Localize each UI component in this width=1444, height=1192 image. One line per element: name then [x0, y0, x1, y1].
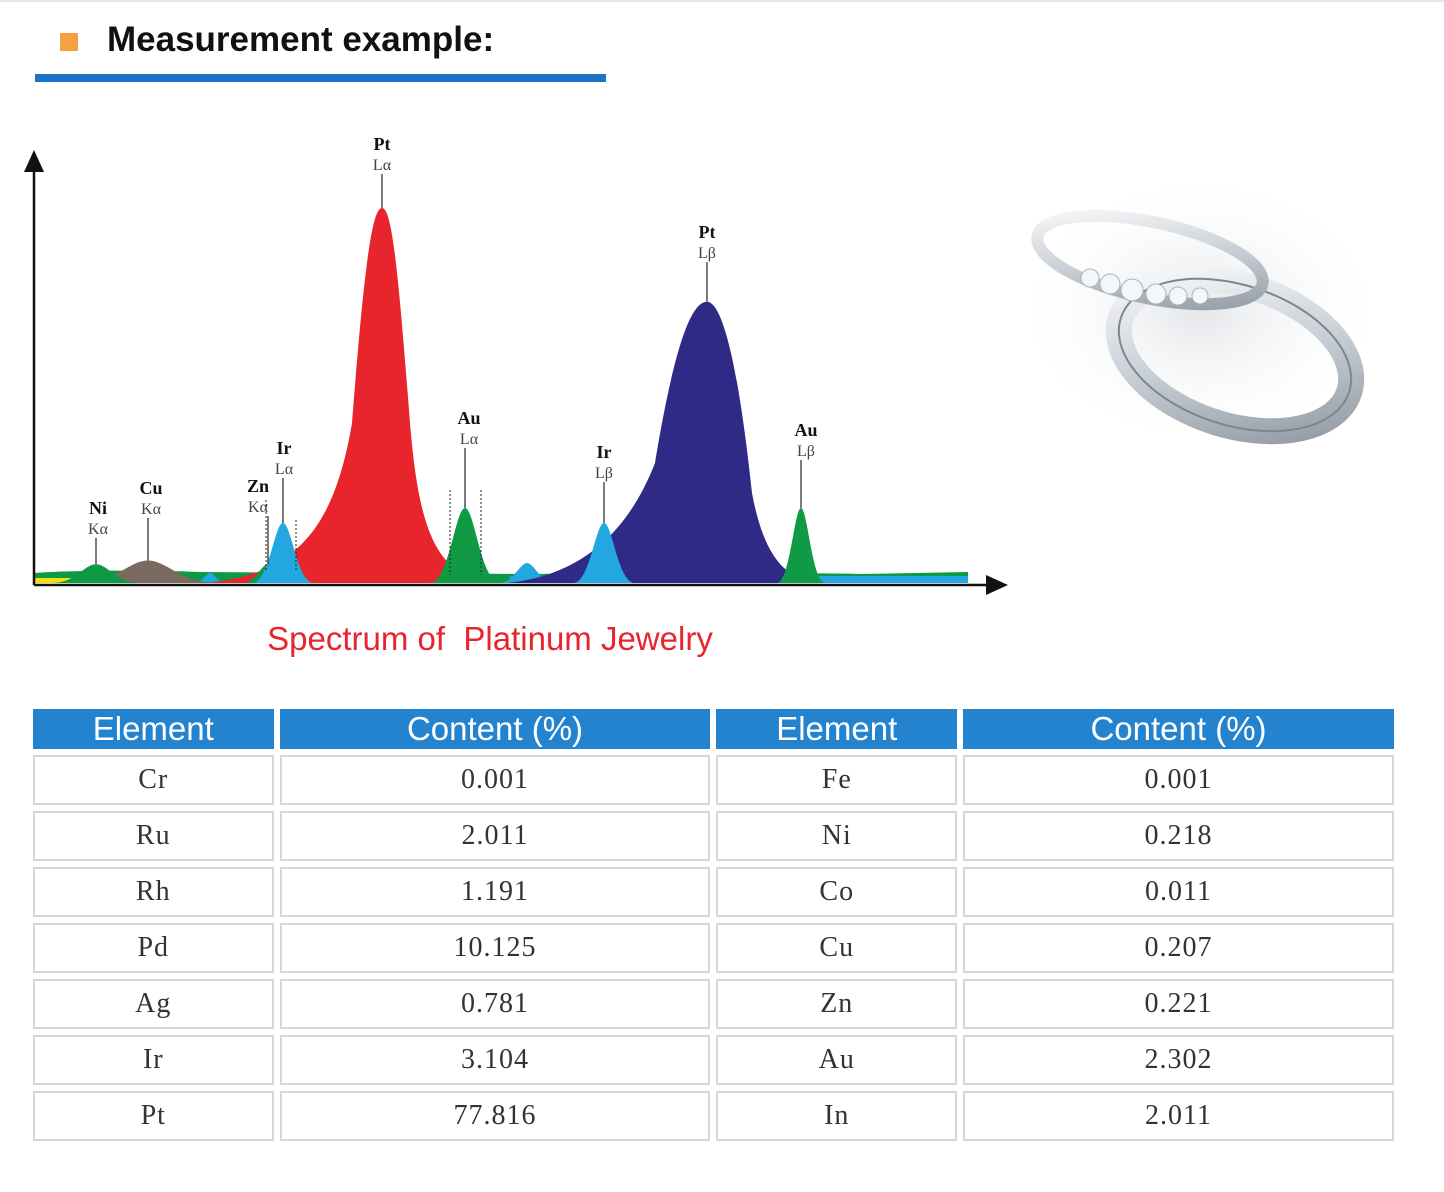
- peak-element-label: Zn: [247, 476, 269, 496]
- table-cell: 10.125: [279, 923, 711, 973]
- table-row: Pt 77.816 In 2.011: [33, 1091, 1394, 1141]
- peak-line-label: Lα: [275, 461, 294, 478]
- table-cell: Fe: [716, 755, 958, 805]
- peak-element-label: Ni: [89, 498, 107, 518]
- table-cell: 77.816: [279, 1091, 711, 1141]
- table-cell: Rh: [33, 867, 274, 917]
- peak-element-label: Pt: [374, 134, 391, 154]
- table-cell: 2.302: [963, 1035, 1394, 1085]
- header-content-1: Content (%): [279, 709, 711, 749]
- peak-line-label: Kα: [141, 501, 162, 518]
- table-row: Cr 0.001 Fe 0.001: [33, 755, 1394, 805]
- diamond-stones: [1080, 268, 1209, 306]
- table-cell: Zn: [716, 979, 958, 1029]
- table-header-row: Element Content (%) Element Content (%): [33, 709, 1394, 749]
- peak-ni-ka: [52, 564, 140, 583]
- table-row: Pd 10.125 Cu 0.207: [33, 923, 1394, 973]
- peak-element-label: Ir: [597, 442, 612, 462]
- header-content-2: Content (%): [963, 709, 1394, 749]
- chart-caption: Spectrum of Platinum Jewelry: [267, 620, 713, 657]
- baseline-marker-left: [34, 578, 84, 583]
- peak-pt-la: [205, 208, 508, 583]
- peak-line-label: Lβ: [797, 443, 815, 460]
- table-cell: Pd: [33, 923, 274, 973]
- section-heading: Measurement example:: [107, 20, 495, 59]
- peak-line-label: Lα: [373, 157, 392, 174]
- x-axis-arrow: [986, 575, 1008, 595]
- table-cell: 0.218: [963, 811, 1394, 861]
- table-cell: 1.191: [279, 867, 711, 917]
- peak-ir-lb: [573, 523, 635, 583]
- spectrum-axes: [24, 150, 1008, 595]
- table-cell: Pt: [33, 1091, 274, 1141]
- table-cell: Cr: [33, 755, 274, 805]
- peak-element-label: Pt: [699, 222, 716, 242]
- peak-element-label: Au: [794, 420, 817, 440]
- table-cell: 3.104: [279, 1035, 711, 1085]
- table-cell: 0.221: [963, 979, 1394, 1029]
- peak-line-label: Lα: [460, 431, 479, 448]
- y-axis-arrow: [24, 150, 44, 172]
- peak-line-label: Kα: [248, 499, 269, 516]
- table-cell: Ni: [716, 811, 958, 861]
- table-cell: Ir: [33, 1035, 274, 1085]
- header-element-2: Element: [716, 709, 958, 749]
- table-cell: Cu: [716, 923, 958, 973]
- minor-bump: [194, 573, 226, 583]
- table-cell: 0.001: [279, 755, 711, 805]
- peak-au-la: [429, 508, 501, 583]
- top-divider: [0, 0, 1444, 2]
- table-cell: Ru: [33, 811, 274, 861]
- table-cell: 0.781: [279, 979, 711, 1029]
- spectrum-peaks: [34, 208, 968, 583]
- table-cell: Au: [716, 1035, 958, 1085]
- peak-ir-la: [252, 523, 314, 583]
- spectrum-chart: Ni Kα Cu Kα Zn Kα Ir Lα Pt Lα Au Lα Ir Lβ Pt Lβ Au Lβ: [24, 134, 1008, 595]
- peak-element-label: Au: [457, 408, 480, 428]
- diamond-ring: [1031, 209, 1269, 311]
- table-cell: 2.011: [279, 811, 711, 861]
- platinum-rings-image: [1010, 170, 1380, 450]
- table-row: Ru 2.011 Ni 0.218: [33, 811, 1394, 861]
- table-cell: Co: [716, 867, 958, 917]
- peak-line-label: Lβ: [698, 245, 716, 262]
- table-cell: 0.011: [963, 867, 1394, 917]
- composition-table: Element Content (%) Element Content (%) …: [27, 703, 1400, 1147]
- table-cell: 0.207: [963, 923, 1394, 973]
- table-row: Ir 3.104 Au 2.302: [33, 1035, 1394, 1085]
- peak-element-label: Ir: [277, 438, 292, 458]
- table-cell: 2.011: [963, 1091, 1394, 1141]
- table-cell: 0.001: [963, 755, 1394, 805]
- heading-underline: [35, 74, 606, 82]
- peak-pt-lb: [508, 301, 826, 583]
- peak-element-label: Cu: [139, 478, 162, 498]
- peak-line-label: Kα: [88, 521, 109, 538]
- table-cell: Ag: [33, 979, 274, 1029]
- section-bullet: [60, 33, 78, 51]
- table-row: Ag 0.781 Zn 0.221: [33, 979, 1394, 1029]
- peak-line-label: Lβ: [595, 465, 613, 482]
- table-row: Rh 1.191 Co 0.011: [33, 867, 1394, 917]
- peak-au-lb: [776, 508, 826, 583]
- table-cell: In: [716, 1091, 958, 1141]
- peak-labels: Ni Kα Cu Kα Zn Kα Ir Lα Pt Lα Au Lα Ir Lβ Pt Lβ Au Lβ: [88, 134, 818, 575]
- header-element-1: Element: [33, 709, 274, 749]
